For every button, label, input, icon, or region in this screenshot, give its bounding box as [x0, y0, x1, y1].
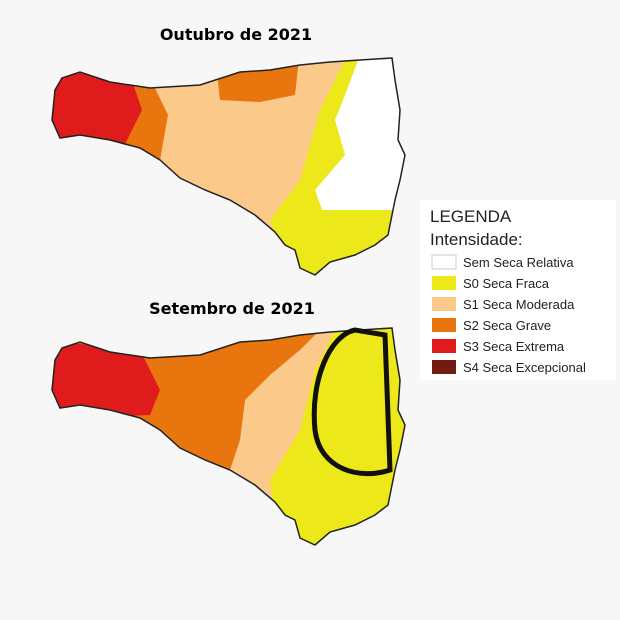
legend-swatch [432, 339, 456, 353]
legend-label: S0 Seca Fraca [463, 276, 550, 291]
legend-subtitle: Intensidade: [430, 230, 523, 249]
legend: LEGENDA Intensidade: Sem Seca Relativa S… [420, 200, 616, 380]
legend-label: S1 Seca Moderada [463, 297, 575, 312]
legend-swatch [432, 276, 456, 290]
map-title: Outubro de 2021 [160, 25, 312, 44]
legend-label: S4 Seca Excepcional [463, 360, 586, 375]
legend-swatch [432, 360, 456, 374]
legend-label: Sem Seca Relativa [463, 255, 574, 270]
legend-swatch [431, 254, 457, 270]
map-outline [51, 57, 406, 276]
map-title: Setembro de 2021 [149, 299, 315, 318]
legend-title: LEGENDA [430, 207, 512, 226]
legend-swatch [432, 297, 456, 311]
legend-label: S3 Seca Extrema [463, 339, 565, 354]
legend-label: S2 Seca Grave [463, 318, 551, 333]
legend-swatch [432, 318, 456, 332]
